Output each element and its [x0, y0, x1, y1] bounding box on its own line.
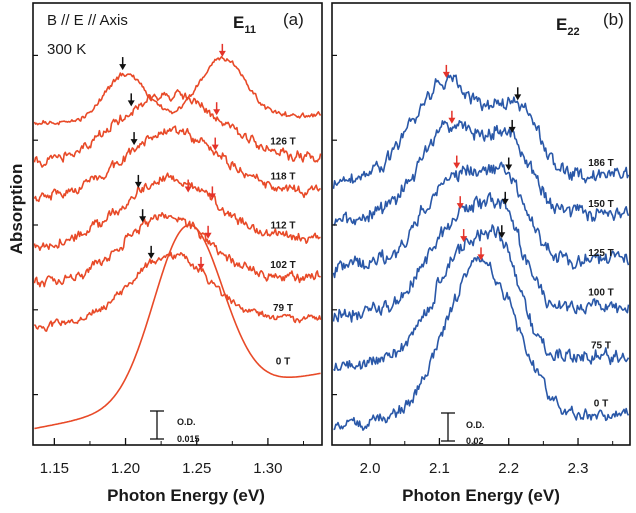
trace-field-label: 100 T: [588, 288, 614, 299]
spectrum-trace: [33, 89, 322, 168]
x-tick-label: 1.30: [253, 460, 282, 477]
red-peak-arrow-head: [208, 193, 216, 200]
panel-a: 0 T 79 T 102 T 112 T 118 T 126 T 1.15 1.20 1.25…: [32, 2, 323, 505]
red-peak-arrow-head: [477, 254, 485, 261]
trace-field-label: 126 T: [270, 137, 296, 148]
spectrum-trace: [33, 172, 321, 251]
trace-field-label: 186 T: [588, 158, 614, 169]
x-tick-label: 1.25: [182, 460, 211, 477]
x-tick-label: 1.20: [111, 460, 140, 477]
x-tick-label: 2.2: [498, 460, 519, 477]
black-peak-arrow-head: [139, 216, 147, 223]
panel-a-scale-value: 0.015: [177, 434, 200, 444]
trace-field-label: 79 T: [273, 303, 293, 314]
spectrum-trace: [332, 192, 630, 323]
panel-a-traces: 0 T 79 T 102 T 112 T 118 T 126 T: [33, 43, 322, 430]
spectrum-trace: [332, 224, 630, 371]
panel-b-scale-label: O.D.: [466, 420, 485, 430]
panel-a-letter: (a): [283, 10, 304, 29]
red-peak-arrow-head: [456, 203, 464, 210]
panel-a-geometry-annotation: B // E // Axis: [47, 12, 128, 29]
spectrum-trace: [332, 161, 630, 279]
black-peak-arrow-head: [127, 100, 135, 107]
panel-a-frame: [32, 2, 323, 446]
black-peak-arrow-head: [501, 198, 509, 205]
panel-b-scale-bar: O.D. 0.02: [441, 412, 485, 446]
trace-field-label: 118 T: [270, 172, 295, 183]
red-peak-arrow-head: [460, 236, 468, 243]
trace-field-label: 112 T: [270, 220, 295, 231]
red-peak-arrow-head: [204, 232, 212, 239]
panel-b-x-axis-label: Photon Energy (eV): [402, 486, 560, 505]
black-peak-arrow-head: [498, 232, 506, 239]
panel-a-scale-bar: O.D. 0.015: [150, 410, 200, 444]
red-peak-arrow-head: [448, 117, 456, 124]
panel-b-transition-label: E22: [556, 15, 580, 38]
spectrum-trace: [332, 73, 630, 189]
red-peak-arrow-head: [184, 186, 192, 193]
red-peak-arrow-head: [211, 144, 219, 151]
red-peak-arrow-head: [197, 263, 205, 270]
panel-a-scale-label: O.D.: [177, 417, 196, 427]
trace-field-label: 102 T: [270, 260, 296, 271]
black-peak-arrow-head: [119, 64, 127, 71]
trace-field-label: 75 T: [591, 341, 611, 352]
x-tick-label: 2.1: [429, 460, 450, 477]
panel-a-x-axis-label: Photon Energy (eV): [107, 486, 265, 505]
red-peak-arrow-head: [453, 162, 461, 169]
panel-b-letter: (b): [603, 10, 624, 29]
spectrum-trace: [333, 256, 630, 431]
black-peak-arrow-head: [505, 164, 513, 171]
x-tick-label: 2.0: [360, 460, 381, 477]
panel-b-ticks: 2.0 2.1 2.2 2.3: [332, 54, 614, 477]
spectrum-trace: [333, 120, 630, 226]
black-peak-arrow-head: [130, 139, 138, 146]
panel-b-scale-value: 0.02: [466, 436, 484, 446]
red-peak-arrow-head: [218, 50, 226, 57]
panel-b-traces: 0 T 75 T 100 T 125 T 150 T 186 T: [332, 64, 630, 431]
spectrum-trace: [34, 224, 321, 430]
spectrum-trace: [33, 251, 322, 332]
x-tick-label: 1.15: [40, 460, 69, 477]
panel-b: 0 T 75 T 100 T 125 T 150 T 186 T 2.0 2.1 2.2 2.3…: [331, 2, 631, 505]
trace-field-label: 150 T: [588, 199, 614, 210]
trace-field-label: 125 T: [588, 248, 614, 259]
spectrum-trace: [33, 212, 321, 288]
panel-a-transition-label: E11: [233, 13, 256, 36]
spectrum-trace: [33, 125, 321, 203]
trace-field-label: 0 T: [276, 356, 290, 367]
y-axis-label: Absorption: [7, 164, 26, 255]
black-peak-arrow-head: [514, 94, 522, 101]
black-peak-arrow-head: [508, 126, 516, 133]
black-peak-arrow-head: [147, 252, 155, 259]
red-peak-arrow-head: [442, 71, 450, 78]
black-peak-arrow-head: [134, 181, 142, 188]
x-tick-label: 2.3: [568, 460, 589, 477]
red-peak-arrow-head: [213, 109, 221, 116]
panel-b-frame: [331, 2, 631, 446]
trace-field-label: 0 T: [594, 398, 608, 409]
panel-a-temperature-annotation: 300 K: [47, 41, 86, 58]
panel-a-ticks: 1.15 1.20 1.25 1.30: [33, 54, 304, 477]
spectrum-trace: [33, 55, 322, 126]
